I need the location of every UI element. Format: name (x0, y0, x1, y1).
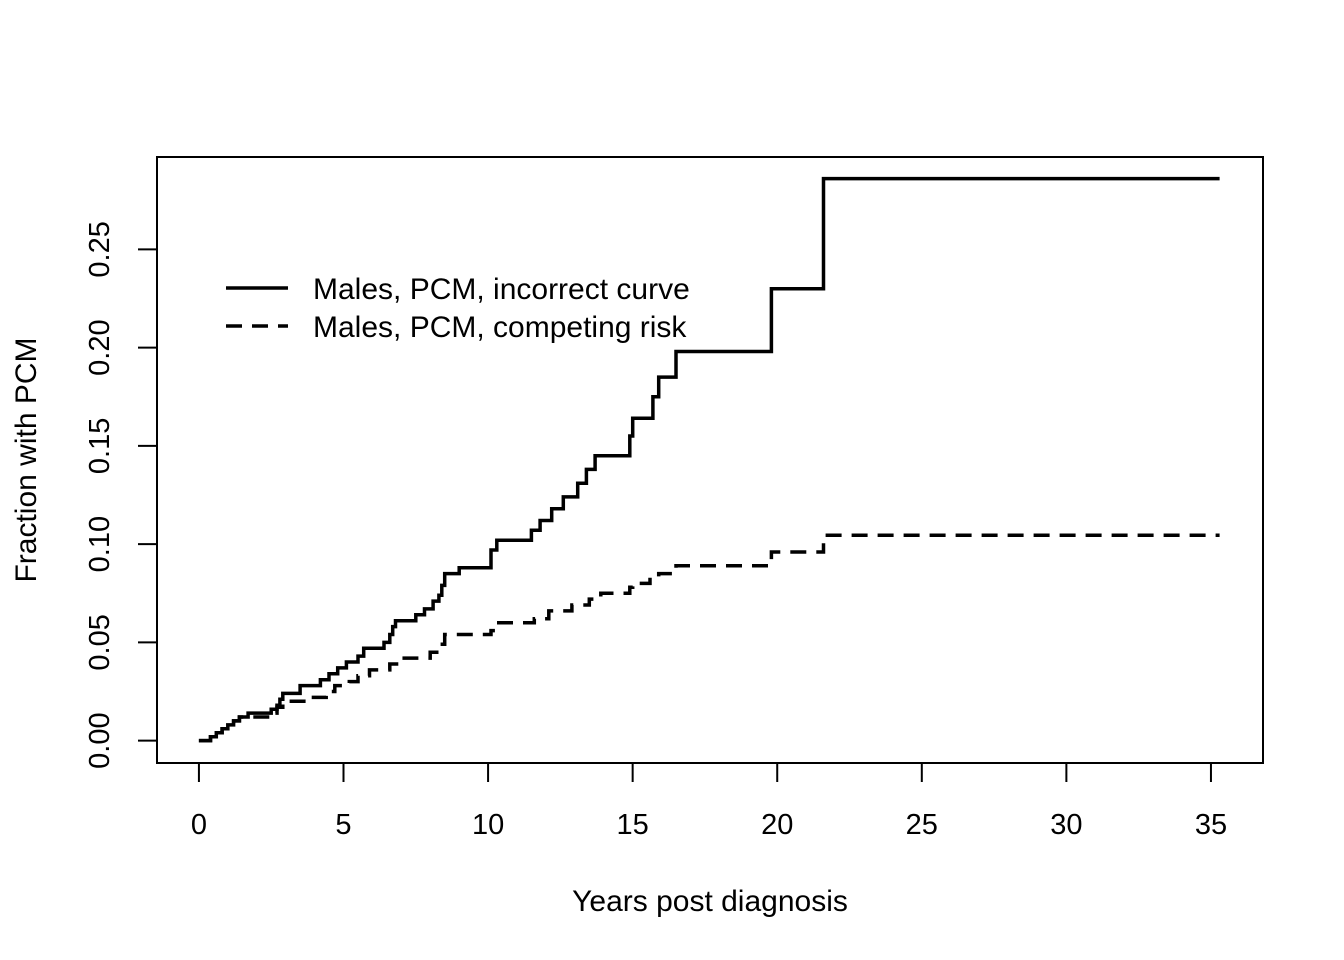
x-tick-label: 10 (472, 809, 504, 841)
x-tick-label: 20 (761, 809, 793, 841)
series-competing-risk (198, 533, 1220, 743)
x-tick-label: 5 (335, 809, 351, 841)
x-tick-label: 15 (617, 809, 649, 841)
y-axis-label: Fraction with PCM (10, 337, 43, 582)
y-tick-label: 0.25 (84, 221, 116, 277)
x-axis-label: Years post diagnosis (572, 885, 848, 918)
x-tick-label: 30 (1050, 809, 1082, 841)
y-tick-label: 0.00 (84, 712, 116, 768)
plot-frame (156, 156, 1264, 764)
y-tick-label: 0.10 (84, 516, 116, 572)
legend-label-incorrect: Males, PCM, incorrect curve (313, 273, 690, 306)
y-tick-label: 0.15 (84, 418, 116, 474)
y-tick-label: 0.05 (84, 614, 116, 670)
x-tick-label: 25 (906, 809, 938, 841)
series-incorrect-curve (198, 176, 1220, 743)
x-tick-label: 35 (1195, 809, 1227, 841)
y-tick-label: 0.20 (84, 319, 116, 375)
y-axis: 0.00 0.05 0.10 0.15 0.20 0.25 (84, 221, 158, 769)
x-tick-label: 0 (191, 809, 207, 841)
legend: Males, PCM, incorrect curve Males, PCM, … (226, 273, 690, 344)
legend-label-competing: Males, PCM, competing risk (313, 311, 687, 344)
series-layer (198, 176, 1220, 743)
x-axis: 0 5 10 15 20 25 30 35 (191, 762, 1227, 841)
